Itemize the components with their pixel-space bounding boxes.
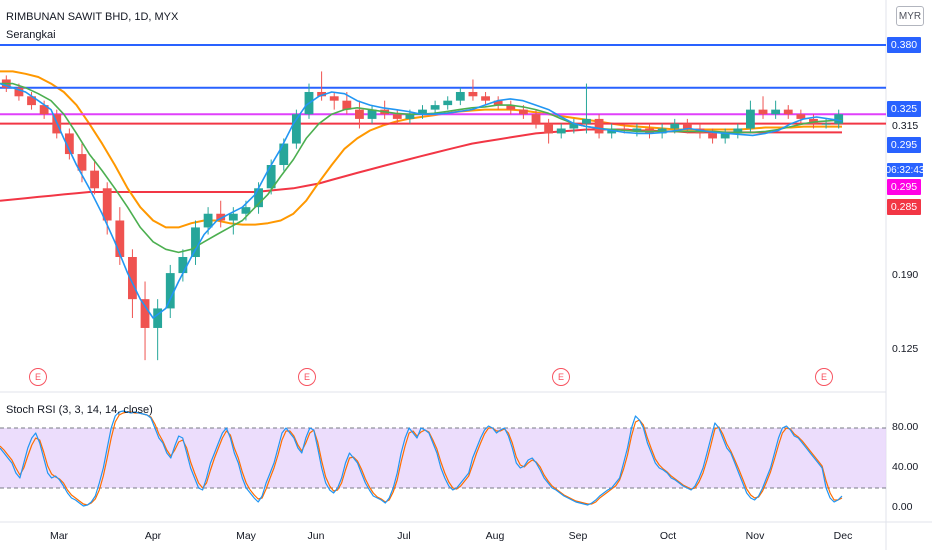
candle-body: [291, 114, 301, 144]
candle-body: [254, 188, 263, 208]
candle-body: [128, 257, 137, 300]
stoch-tick-label: 40.00: [892, 461, 919, 473]
candle-body: [481, 96, 490, 101]
stoch-rsi-title: Stoch RSI (3, 3, 14, 14, close): [6, 404, 153, 416]
stoch-k-path: [0, 410, 843, 507]
month-label: Oct: [659, 530, 677, 542]
candle-body: [216, 213, 226, 221]
candle-body: [720, 133, 730, 139]
candle-body: [632, 128, 642, 131]
chart-title: RIMBUNAN SAWIT BHD, 1D, MYX: [6, 11, 179, 23]
candle-body: [758, 109, 768, 115]
candle-body: [569, 123, 579, 129]
level-label: 0.285: [887, 199, 921, 215]
candle-body: [455, 91, 465, 101]
horizontal-levels: [0, 44, 886, 125]
month-label: Jul: [397, 530, 411, 542]
price-tick-label: 0.315: [892, 120, 919, 132]
candle-body: [670, 123, 680, 129]
candle-body: [228, 213, 238, 221]
candle-body: [733, 128, 743, 134]
chart-subtitle: Serangkai: [6, 29, 56, 41]
level-label: 0.295: [887, 137, 921, 153]
candle-body: [342, 100, 352, 110]
earnings-event-icon[interactable]: E: [29, 368, 47, 386]
price-tick-label: 0.190: [892, 269, 919, 281]
ma-blue-path: [0, 82, 843, 319]
candle-body: [165, 273, 175, 309]
candle-body: [531, 114, 541, 124]
earnings-event-icon[interactable]: E: [815, 368, 833, 386]
candle-body: [14, 87, 24, 97]
candle-body: [430, 105, 440, 110]
candle-body: [556, 128, 566, 134]
candle-body: [355, 109, 364, 119]
candle-body: [64, 133, 74, 155]
countdown-label: 06:32:43: [885, 163, 925, 177]
earnings-event-icon[interactable]: E: [552, 368, 570, 386]
candle-body: [90, 170, 100, 189]
candle-body: [329, 96, 339, 101]
candle-body: [153, 308, 163, 328]
candle-body: [392, 114, 402, 119]
candle-body: [27, 96, 36, 106]
candle-body: [783, 109, 793, 115]
candle-body: [493, 100, 503, 106]
candle-body: [203, 213, 213, 228]
candle-body: [682, 123, 692, 129]
candle-body: [279, 143, 289, 166]
candle-body: [367, 109, 377, 119]
month-label: Apr: [144, 530, 162, 542]
stoch-tick-label: 80.00: [892, 421, 919, 433]
candle-body: [266, 165, 276, 189]
candle-body: [102, 188, 112, 221]
earnings-event-icon[interactable]: E: [298, 368, 316, 386]
month-label: Jun: [307, 530, 325, 542]
month-label: Dec: [833, 530, 853, 542]
candle-body: [418, 109, 427, 115]
candle-body: [140, 299, 150, 328]
candle-body: [745, 109, 755, 129]
candle-body: [821, 123, 831, 125]
candle-body: [771, 109, 781, 115]
candle-body: [619, 128, 629, 131]
candle-body: [443, 100, 453, 106]
candle-body: [77, 154, 87, 171]
last-price-label: 0.295: [887, 179, 921, 195]
candle-body: [115, 220, 125, 258]
level-label: 0.325: [887, 101, 921, 117]
candle-body: [506, 105, 516, 110]
stoch-band: [0, 428, 886, 488]
month-label: Aug: [485, 530, 505, 542]
month-label: May: [236, 530, 256, 542]
candle-body: [317, 91, 327, 97]
candle-body: [39, 105, 49, 115]
price-tick-label: 0.125: [892, 343, 919, 355]
candle-body: [241, 207, 251, 214]
candle-body: [708, 133, 717, 139]
month-label: Nov: [745, 530, 765, 542]
ma-blue-line: [0, 82, 843, 319]
candle-body: [544, 123, 554, 134]
candle-body: [809, 118, 818, 124]
candle-body: [582, 118, 591, 124]
candle-body: [796, 114, 806, 119]
candle-body: [834, 114, 844, 124]
stoch-k-line: [0, 410, 843, 507]
candle-body: [191, 227, 200, 258]
level-label: 0.380: [887, 37, 921, 53]
month-label: Sep: [568, 530, 588, 542]
currency-button[interactable]: MYR: [896, 6, 924, 26]
candle-body: [518, 109, 528, 115]
candle-body: [594, 118, 604, 134]
candle-body: [468, 91, 478, 97]
candle-body: [405, 114, 415, 119]
month-label: Mar: [49, 530, 69, 542]
candle-body: [178, 257, 188, 274]
stoch-tick-label: 0.00: [892, 501, 913, 513]
